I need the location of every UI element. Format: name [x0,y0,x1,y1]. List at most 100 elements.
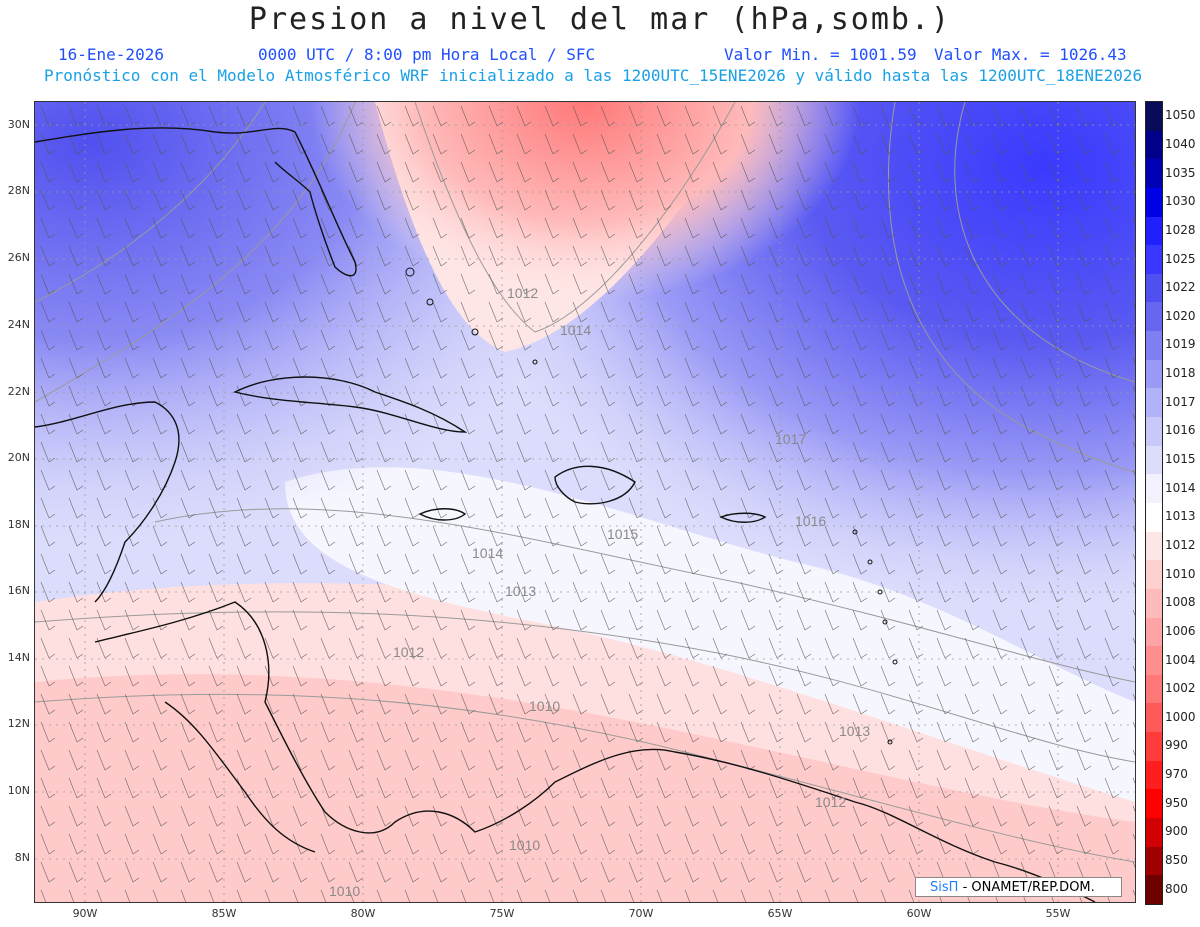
colorbar-label: 1006 [1165,623,1196,638]
min-value: Valor Min. = 1001.59 [724,45,917,64]
colorbar-cell [1146,102,1162,131]
colorbar-cell [1146,359,1162,389]
contour-label: 1013 [839,723,870,739]
colorbar-cell [1146,588,1162,618]
sispi-logo: SisΠ [930,880,959,895]
lat-label: 16N [7,584,30,597]
colorbar-label: 1040 [1165,136,1196,151]
lon-label: 55W [1045,907,1071,920]
credit-text: - ONAMET/REP.DOM. [962,880,1095,895]
lon-label: 90W [72,907,98,920]
contour-label: 1014 [472,545,503,561]
colorbar-label: 1014 [1165,480,1196,495]
colorbar-cell [1146,388,1162,418]
colorbar-cell [1146,159,1162,188]
lat-label: 20N [7,451,30,464]
colorbar-label: 1050 [1165,108,1196,123]
lat-label: 10N [7,784,30,797]
colorbar-cell [1146,187,1162,217]
coastlines [35,127,1096,902]
colorbar-label: 1030 [1165,194,1196,209]
lat-label: 8N [14,851,30,864]
colorbar-cell [1146,875,1162,904]
contour-label: 1014 [560,322,591,338]
colorbar-cell [1146,216,1162,246]
colorbar-label: 1004 [1165,652,1196,667]
contour-label: 1012 [507,285,538,301]
lon-label: 75W [489,907,515,920]
colorbar-label: 1018 [1165,366,1196,381]
colorbar-cell [1146,417,1162,446]
colorbar-cell [1146,130,1162,160]
map-canvas: 1012 1014 1017 1015 1016 1014 1013 1012 … [35,102,1135,902]
colorbar-label: 1025 [1165,251,1196,266]
colorbar-label: 1008 [1165,595,1196,610]
colorbar-label: 1013 [1165,509,1196,524]
lon-label: 60W [906,907,932,920]
colorbar-cell [1146,474,1162,503]
lat-label: 26N [7,251,30,264]
colorbar-cell [1146,846,1162,876]
contour-label: 1015 [607,526,638,542]
islands [405,267,898,745]
colorbar-label: 1035 [1165,165,1196,180]
colorbar-label: 1028 [1165,222,1196,237]
lat-label: 28N [7,184,30,197]
colorbar [1145,101,1163,905]
colorbar-label: 1022 [1165,280,1196,295]
colorbar-cell [1146,674,1162,704]
graticule [35,102,1135,902]
colorbar-cell [1146,245,1162,274]
contour-label: 1012 [393,644,424,660]
contour-label: 1016 [795,513,826,529]
forecast-time: 0000 UTC / 8:00 pm Hora Local / SFC [258,45,596,64]
contour-label: 1010 [329,883,360,899]
colorbar-cell [1146,502,1162,532]
map-title: Presion a nivel del mar (hPa,somb.) [248,2,952,37]
colorbar-cell [1146,646,1162,675]
contour-label: 1010 [509,837,540,853]
colorbar-cell [1146,703,1162,733]
colorbar-cell [1146,760,1162,790]
colorbar-cell [1146,617,1162,647]
lat-label: 30N [7,118,30,131]
colorbar-cell [1146,789,1162,819]
colorbar-cell [1146,531,1162,561]
colorbar-label: 990 [1165,738,1188,753]
colorbar-cell [1146,818,1162,847]
colorbar-label: 950 [1165,795,1188,810]
pressure-map: 1012 1014 1017 1015 1016 1014 1013 1012 … [34,101,1136,903]
colorbar-label: 850 [1165,853,1188,868]
colorbar-cell [1146,273,1162,303]
lat-label: 18N [7,518,30,531]
lon-label: 65W [767,907,793,920]
lat-label: 14N [7,651,30,664]
colorbar-cell [1146,331,1162,360]
lon-label: 85W [211,907,237,920]
colorbar-label: 900 [1165,824,1188,839]
contour-label: 1010 [529,698,560,714]
contour-label: 1013 [505,583,536,599]
wind-barbs [35,102,1135,902]
colorbar-cell [1146,445,1162,475]
colorbar-cell [1146,302,1162,332]
colorbar-label: 1012 [1165,537,1196,552]
colorbar-cell [1146,560,1162,589]
colorbar-label: 970 [1165,767,1188,782]
lon-label: 70W [628,907,654,920]
contour-label: 1012 [815,794,846,810]
colorbar-label: 1016 [1165,423,1196,438]
colorbar-label: 1002 [1165,681,1196,696]
contour-label: 1017 [775,431,806,447]
forecast-date: 16-Ene-2026 [58,45,164,64]
lon-label: 80W [350,907,376,920]
max-value: Valor Max. = 1026.43 [934,45,1127,64]
colorbar-label: 800 [1165,881,1188,896]
colorbar-label: 1010 [1165,566,1196,581]
lat-label: 24N [7,318,30,331]
credit-box: SisΠ - ONAMET/REP.DOM. [915,877,1122,897]
colorbar-label: 1019 [1165,337,1196,352]
contour-labels: 1012 1014 1017 1015 1016 1014 1013 1012 … [329,285,870,899]
lat-label: 22N [7,385,30,398]
colorbar-label: 1017 [1165,394,1196,409]
